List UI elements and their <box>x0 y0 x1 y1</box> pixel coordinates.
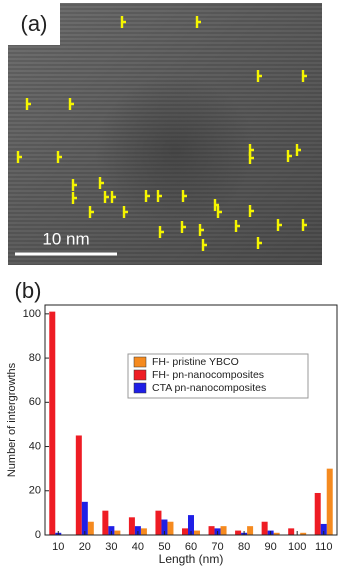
marker <box>156 190 162 202</box>
x-tick-label: 40 <box>132 541 144 553</box>
legend-label: FH- pn-nanocomposites <box>152 369 264 381</box>
scale-bar-label: 10 nm <box>42 229 89 248</box>
legend-swatch <box>133 382 147 394</box>
marker <box>122 206 128 218</box>
marker <box>25 98 31 110</box>
marker <box>195 16 201 28</box>
dark-region <box>95 75 255 225</box>
x-tick-label: 10 <box>52 541 64 553</box>
legend-label: CTA pn-nanocomposites <box>152 382 266 394</box>
x-tick-label: 70 <box>211 541 223 553</box>
marker <box>301 70 307 82</box>
bar <box>320 523 327 535</box>
chart: 0 20 40 60 80 100 10 20 30 40 50 60 70 80 90 100 110 Leng… <box>6 304 338 566</box>
marker <box>301 219 307 231</box>
marker <box>98 177 104 189</box>
bar <box>102 510 109 535</box>
bar <box>273 532 280 535</box>
bar <box>300 532 307 535</box>
marker <box>248 205 254 217</box>
legend-swatch <box>133 369 147 381</box>
bar <box>326 468 333 535</box>
marker <box>56 151 62 163</box>
bar <box>87 521 94 535</box>
legend-label: FH- pristine YBCO <box>152 356 239 368</box>
bar <box>49 311 56 535</box>
x-tick-label: 80 <box>238 541 250 553</box>
legend-swatch <box>133 356 147 368</box>
y-tick-label: 20 <box>29 485 41 497</box>
bar <box>128 517 135 535</box>
y-tick-label: 80 <box>29 352 41 364</box>
y-axis-label: Number of intergrowths <box>6 362 18 477</box>
marker <box>198 224 204 236</box>
marker <box>216 206 222 218</box>
bar <box>114 530 121 535</box>
bar <box>108 526 115 535</box>
marker <box>88 206 94 218</box>
bar <box>220 526 227 535</box>
marker <box>103 191 109 203</box>
marker <box>295 144 301 156</box>
x-tick-label: 60 <box>185 541 197 553</box>
bar <box>155 510 162 535</box>
x-tick-label: 110 <box>315 541 333 553</box>
marker <box>180 221 186 233</box>
bar <box>75 435 82 535</box>
bar <box>81 501 88 535</box>
x-tick-label: 90 <box>265 541 277 553</box>
x-tick-label: 50 <box>158 541 170 553</box>
x-tick-label: 30 <box>105 541 117 553</box>
marker <box>16 151 22 163</box>
legend-box <box>127 353 309 399</box>
marker <box>256 70 262 82</box>
marker <box>213 199 219 211</box>
y-tick-label: 100 <box>23 308 41 320</box>
y-tick-label: 60 <box>29 396 41 408</box>
panel-label: (a) <box>21 11 48 36</box>
bar <box>247 526 254 535</box>
marker <box>144 190 150 202</box>
y-tick-label: 0 <box>35 529 41 541</box>
marker <box>158 226 164 238</box>
bar <box>235 530 242 535</box>
plot-frame <box>44 304 338 536</box>
bar <box>188 515 194 535</box>
marker <box>248 152 254 164</box>
marker <box>68 98 74 110</box>
bar <box>288 528 295 535</box>
marker <box>71 179 77 191</box>
marker <box>201 239 207 251</box>
marker <box>71 192 77 204</box>
bar <box>167 521 174 535</box>
micrograph: (a) 10 nm <box>8 3 322 265</box>
bar <box>194 530 200 535</box>
bar <box>140 528 147 535</box>
bar <box>134 526 141 535</box>
bar <box>182 528 188 535</box>
x-tick-label: 100 <box>288 541 306 553</box>
x-axis-label: Length (nm) <box>159 552 224 566</box>
marker <box>276 219 282 231</box>
marker <box>110 191 116 203</box>
label-box <box>8 3 60 45</box>
panel-label: (b) <box>15 278 42 303</box>
marker <box>286 150 292 162</box>
marker <box>256 237 262 249</box>
bar <box>208 526 215 535</box>
marker <box>120 16 126 28</box>
marker <box>234 220 240 232</box>
y-tick-label: 40 <box>29 440 41 452</box>
marker <box>181 190 187 202</box>
bar <box>161 519 168 535</box>
bar <box>261 521 268 535</box>
bar <box>314 492 321 535</box>
x-tick-label: 20 <box>79 541 91 553</box>
markers <box>16 16 307 251</box>
